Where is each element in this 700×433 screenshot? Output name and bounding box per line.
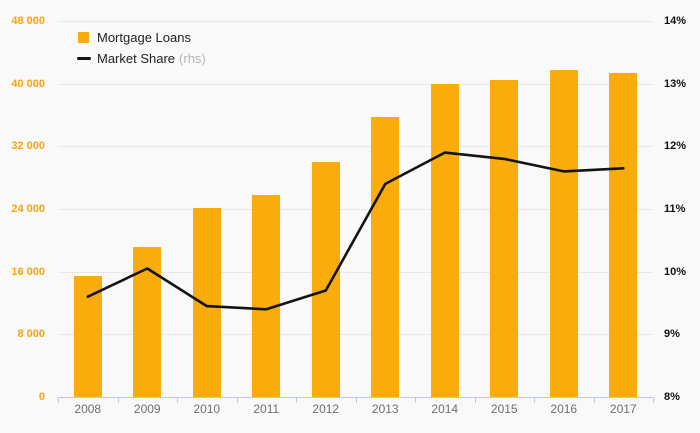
x-axis-tick <box>593 397 595 403</box>
plot-area <box>58 21 653 397</box>
legend-note-rhs: (rhs) <box>179 51 206 66</box>
left-axis-label: 40 000 <box>11 77 45 90</box>
x-axis-tick <box>177 397 178 403</box>
left-axis-label: 0 <box>38 391 45 403</box>
gridline <box>58 271 653 273</box>
x-axis-label-2008: 2008 <box>74 402 102 416</box>
right-axis-label: 12% <box>664 140 687 153</box>
left-axis-label: 16 000 <box>11 265 45 278</box>
gridline <box>58 21 653 22</box>
right-axis-label: 13% <box>664 77 687 90</box>
right-axis-label: 9% <box>664 328 680 341</box>
bar-series-swatch-icon <box>78 32 89 43</box>
x-axis-tick <box>296 397 297 403</box>
x-axis-label-2017: 2017 <box>609 402 637 416</box>
gridline <box>58 83 653 85</box>
x-axis-label-2012: 2012 <box>312 402 340 416</box>
x-axis-label-2009: 2009 <box>133 402 161 416</box>
right-axis-label: 11% <box>664 203 686 215</box>
legend: Mortgage Loans Market Share (rhs) <box>77 29 206 67</box>
x-axis-tick <box>415 397 416 403</box>
x-axis-label-2016: 2016 <box>550 402 578 416</box>
right-axis-label: 14% <box>664 15 687 27</box>
gridline <box>58 334 653 336</box>
x-axis-tick <box>355 397 357 403</box>
legend-label-mortgage-loans: Mortgage Loans <box>97 30 191 45</box>
x-axis-tick <box>58 397 59 403</box>
legend-item-mortgage-loans[interactable]: Mortgage Loans <box>78 29 206 46</box>
x-axis-tick <box>653 397 654 403</box>
x-axis-label-2011: 2011 <box>253 402 280 416</box>
bar-2010[interactable] <box>192 208 221 397</box>
left-axis-label: 32 000 <box>11 140 45 153</box>
bar-2016[interactable] <box>549 70 578 397</box>
legend-label-market-share: Market Share <box>97 51 176 66</box>
market-share-line-series <box>86 151 625 311</box>
x-axis-label-2015: 2015 <box>490 402 518 416</box>
legend-item-market-share[interactable]: Market Share (rhs) <box>77 50 206 67</box>
x-axis-tick <box>236 397 238 403</box>
x-axis-tick <box>534 397 535 403</box>
x-axis-label-2014: 2014 <box>431 402 459 416</box>
gridline <box>58 146 653 148</box>
line-series-swatch-icon <box>77 57 91 60</box>
x-axis-tick <box>117 397 119 403</box>
bar-2011[interactable] <box>252 194 281 397</box>
bar-2015[interactable] <box>490 79 519 397</box>
bar-2012[interactable] <box>311 162 340 397</box>
left-axis-label: 24 000 <box>11 203 45 215</box>
right-axis-label: 10% <box>664 265 687 278</box>
bar-2017[interactable] <box>609 73 638 397</box>
bar-2014[interactable] <box>430 83 459 397</box>
gridline <box>58 209 653 210</box>
x-axis-label-2013: 2013 <box>371 402 399 416</box>
x-axis-tick <box>474 397 476 403</box>
left-axis-label: 48 000 <box>11 15 45 27</box>
market-share-line <box>86 151 625 311</box>
x-axis-label-2010: 2010 <box>193 402 221 416</box>
left-axis-label: 8 000 <box>17 328 45 341</box>
bar-2013[interactable] <box>371 117 400 397</box>
right-axis-label: 8% <box>664 391 680 403</box>
